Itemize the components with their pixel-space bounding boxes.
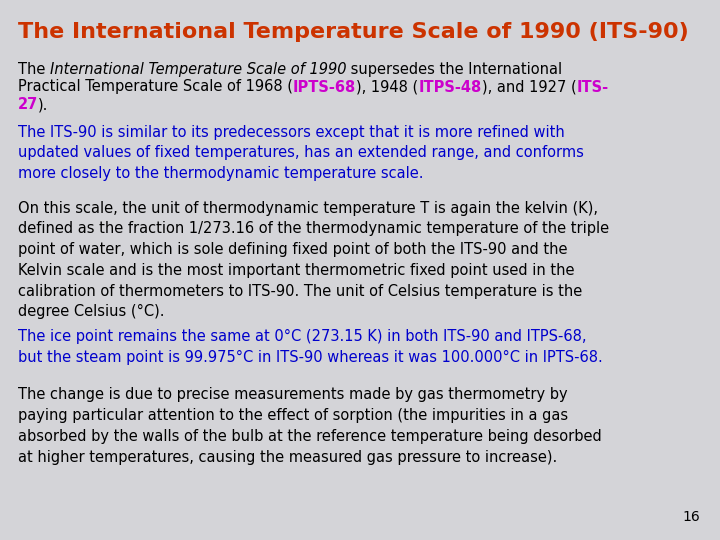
Text: Practical Temperature Scale of 1968 (: Practical Temperature Scale of 1968 ( — [18, 79, 293, 94]
Text: International Temperature Scale of 1990: International Temperature Scale of 1990 — [50, 62, 346, 77]
Text: ), 1948 (: ), 1948 ( — [356, 79, 418, 94]
Text: The change is due to precise measurements made by gas thermometry by
paying part: The change is due to precise measurement… — [18, 388, 602, 465]
Text: ITPS-48: ITPS-48 — [418, 79, 482, 94]
Text: ), and 1927 (: ), and 1927 ( — [482, 79, 577, 94]
Text: supersedes the International: supersedes the International — [346, 62, 562, 77]
Text: 16: 16 — [683, 510, 700, 524]
Text: On this scale, the unit of thermodynamic temperature T is again the kelvin (K),
: On this scale, the unit of thermodynamic… — [18, 200, 609, 319]
Text: The ice point remains the same at 0°C (273.15 K) in both ITS-90 and ITPS-68,
but: The ice point remains the same at 0°C (2… — [18, 329, 603, 365]
Text: The ITS-90 is similar to its predecessors except that it is more refined with
up: The ITS-90 is similar to its predecessor… — [18, 125, 584, 181]
Text: IPTS-68: IPTS-68 — [293, 79, 356, 94]
Text: ITS-: ITS- — [577, 79, 608, 94]
Text: ).: ). — [38, 97, 49, 112]
Text: The International Temperature Scale of 1990 (ITS-90): The International Temperature Scale of 1… — [18, 22, 689, 42]
Text: 27: 27 — [18, 97, 38, 112]
Text: The: The — [18, 62, 50, 77]
